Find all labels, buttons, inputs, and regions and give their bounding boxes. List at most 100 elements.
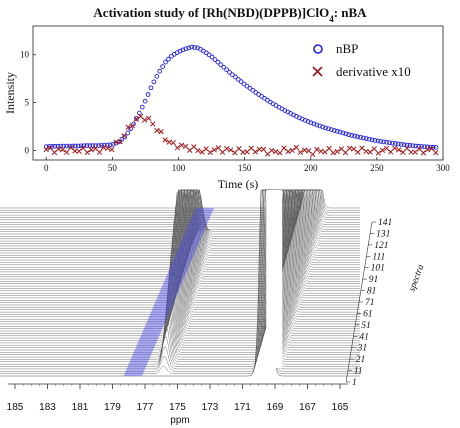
nbp-point bbox=[78, 143, 84, 149]
nbp-point bbox=[337, 129, 343, 135]
ppm-tick-label: 183 bbox=[39, 402, 56, 413]
derivative-point bbox=[367, 149, 373, 155]
spectrum-trace bbox=[0, 189, 360, 367]
derivative-point bbox=[392, 145, 398, 151]
derivative-point bbox=[334, 148, 340, 155]
derivative-point bbox=[84, 149, 90, 156]
derivative-point bbox=[273, 148, 279, 155]
derivative-point bbox=[297, 149, 304, 156]
derivative-point bbox=[346, 145, 353, 151]
nbp-point bbox=[352, 133, 358, 139]
derivative-point bbox=[178, 142, 185, 148]
series-nbp bbox=[43, 44, 439, 150]
nbp-point bbox=[317, 123, 323, 129]
derivative-point bbox=[412, 149, 418, 155]
spectra-tick-label: 111 bbox=[372, 252, 385, 262]
derivative-point bbox=[277, 150, 283, 156]
nbp-point bbox=[43, 144, 49, 149]
derivative-point bbox=[269, 147, 275, 154]
nbp-point bbox=[323, 125, 328, 131]
derivative-point bbox=[285, 148, 291, 155]
derivative-point bbox=[420, 150, 427, 156]
spectra-tick-label: 51 bbox=[361, 321, 371, 331]
spectrum-trace bbox=[0, 189, 360, 365]
nbp-point bbox=[163, 59, 168, 65]
derivative-point bbox=[207, 149, 213, 156]
nbp-point bbox=[308, 120, 314, 126]
spectrum-trace bbox=[0, 189, 360, 351]
x-axis-ticks: 0 50 100 150 200 250 300 bbox=[44, 157, 450, 173]
derivative-point bbox=[100, 144, 107, 151]
nbp-point bbox=[334, 128, 340, 134]
nbp-point bbox=[320, 124, 325, 130]
spectra-lines bbox=[0, 189, 360, 377]
x-tick-label: 250 bbox=[370, 163, 384, 173]
ppm-tick-label: 179 bbox=[104, 402, 121, 413]
derivative-point bbox=[59, 147, 66, 153]
derivative-point bbox=[76, 148, 82, 154]
nbp-point bbox=[363, 136, 369, 141]
nbp-point bbox=[387, 140, 392, 146]
derivative-point bbox=[404, 145, 410, 152]
time-course-chart: 0 50 100 150 200 250 300 0 5 10 Time (s) Intensi… bbox=[3, 25, 450, 191]
derivative-point bbox=[244, 149, 250, 155]
nbp-point bbox=[131, 121, 136, 127]
derivative-point bbox=[191, 144, 197, 150]
spectrum-trace bbox=[0, 189, 360, 296]
nbp-point bbox=[142, 98, 148, 104]
ppm-tick-label: 167 bbox=[299, 402, 316, 413]
derivative-point bbox=[260, 146, 267, 152]
nbp-point bbox=[52, 143, 58, 149]
spectrum-trace bbox=[0, 189, 360, 360]
nbp-point bbox=[343, 131, 349, 137]
derivative-point bbox=[146, 115, 152, 121]
nbp-point bbox=[75, 143, 81, 149]
spectrum-trace bbox=[0, 189, 360, 355]
derivative-point bbox=[223, 145, 230, 152]
spectra-tick-label: 21 bbox=[356, 355, 366, 365]
derivative-point bbox=[322, 149, 328, 155]
y-tick-label: 5 bbox=[25, 98, 30, 108]
nbp-point bbox=[99, 143, 104, 148]
nbp-point bbox=[241, 81, 247, 87]
nbp-point bbox=[206, 52, 212, 58]
nbp-point bbox=[145, 92, 151, 97]
derivative-point bbox=[301, 147, 308, 153]
spectra-tick-label: 141 bbox=[378, 218, 392, 228]
nbp-point bbox=[355, 134, 360, 140]
nbp-point bbox=[393, 141, 398, 146]
derivative-point bbox=[195, 147, 201, 154]
ppm-tick-label: 171 bbox=[234, 402, 251, 413]
derivative-point bbox=[318, 148, 324, 154]
x-tick-label: 200 bbox=[304, 163, 318, 173]
derivative-point bbox=[166, 139, 172, 145]
nbp-point bbox=[395, 141, 401, 147]
derivative-point bbox=[400, 149, 406, 156]
spectra-tick-label: 41 bbox=[359, 332, 369, 342]
ppm-tick-label: 185 bbox=[7, 402, 24, 413]
derivative-point bbox=[326, 145, 332, 152]
nbp-point bbox=[93, 143, 99, 148]
derivative-point bbox=[72, 148, 78, 154]
nbp-point bbox=[166, 56, 171, 62]
derivative-point bbox=[170, 140, 176, 146]
spectra-tick-label: 131 bbox=[376, 229, 390, 239]
spectrum-trace bbox=[0, 189, 360, 332]
spectrum-trace bbox=[0, 189, 360, 358]
spectra-tick-label: 91 bbox=[369, 275, 379, 285]
ppm-tick-label: 177 bbox=[137, 402, 154, 413]
spectrum-trace bbox=[0, 189, 360, 348]
legend-derivative-label: derivative x10 bbox=[336, 64, 411, 79]
nbp-point bbox=[390, 140, 395, 146]
nbp-point bbox=[116, 139, 122, 145]
spectrum-trace bbox=[0, 189, 360, 327]
spectrum-trace bbox=[0, 189, 360, 372]
derivative-point bbox=[80, 145, 86, 151]
ppm-tick-label: 169 bbox=[267, 402, 284, 413]
spectrum-trace bbox=[0, 189, 360, 294]
derivative-point bbox=[211, 147, 217, 153]
spectrum-trace bbox=[0, 189, 360, 344]
derivative-point bbox=[314, 146, 320, 153]
nbp-point bbox=[218, 62, 224, 68]
derivative-point bbox=[232, 150, 238, 156]
